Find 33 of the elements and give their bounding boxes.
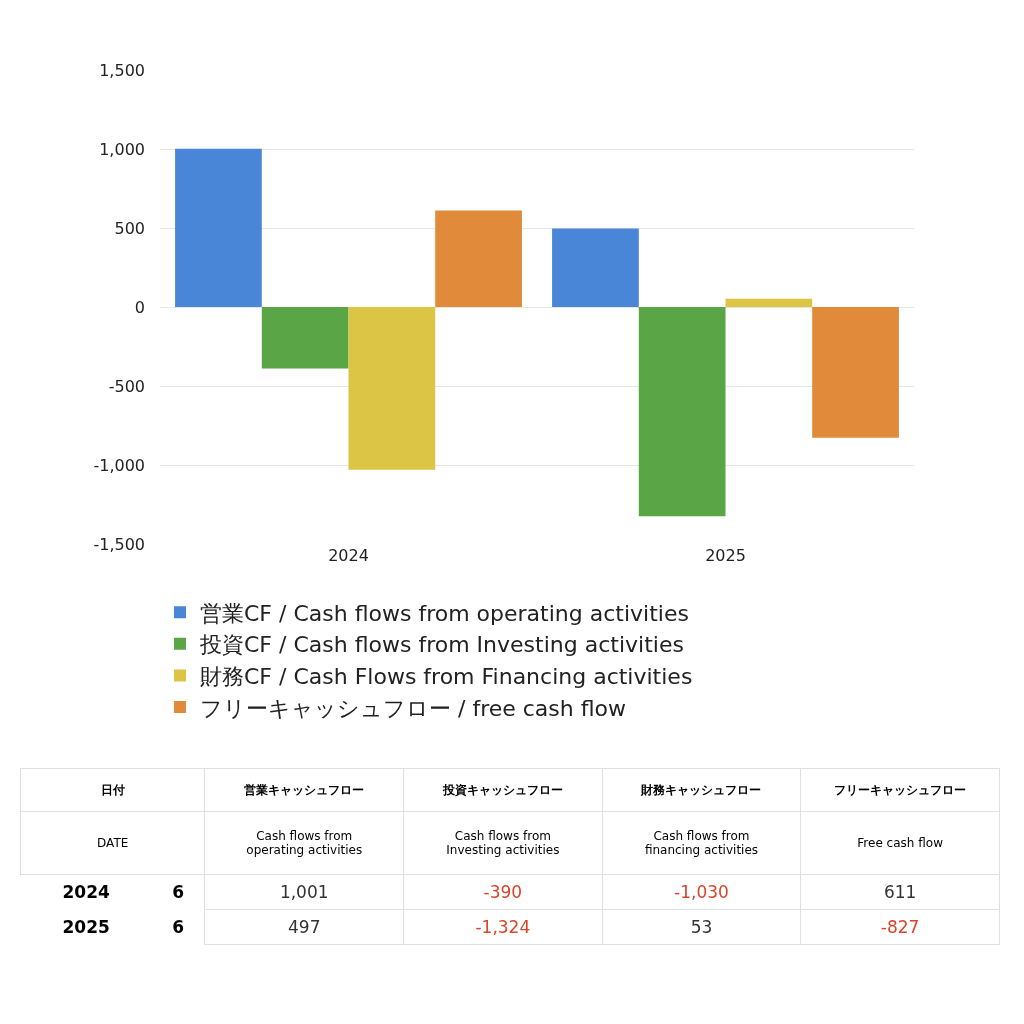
- text: Free cash flow: [856, 836, 944, 850]
- text: 営業キャッシュフロー: [204, 768, 404, 812]
- text: 投資キャッシュフロー: [403, 768, 603, 812]
- y-tick-label: 0: [134, 297, 145, 317]
- legend-label: 営業CF / Cash flows from operating activities: [200, 600, 689, 626]
- text: 6: [151, 909, 205, 945]
- text: -1,324: [403, 909, 603, 945]
- text: Cash flows from financing activities: [643, 829, 760, 857]
- legend-label: 財務CF / Cash Flows from Financing activities: [200, 663, 693, 689]
- text: 611: [800, 874, 1000, 910]
- y-tick-label: 1,000: [99, 139, 145, 159]
- text: 497: [204, 909, 404, 945]
- text: 日付: [20, 768, 205, 812]
- text: 53: [602, 909, 801, 945]
- y-tick-label: -1,500: [93, 534, 145, 554]
- legend-label: 投資CF / Cash flows from Investing activities: [199, 632, 684, 658]
- text: Cash flows from operating activities: [245, 829, 364, 857]
- text: Cash flows from Investing activities: [445, 829, 561, 857]
- legend-label: フリーキャッシュフロー / free cash flow: [200, 695, 627, 721]
- text: -1,030: [602, 874, 801, 910]
- category-label: 2024: [62, 882, 110, 903]
- text: -390: [403, 874, 603, 910]
- y-tick-label: 1,500: [99, 60, 145, 80]
- text: 1,001: [204, 874, 404, 910]
- text: 6: [151, 874, 205, 910]
- text: 財務キャッシュフロー: [602, 768, 801, 812]
- y-tick-label: 500: [114, 218, 145, 238]
- text: フリーキャッシュフロー: [800, 768, 1000, 812]
- y-tick-label: -500: [108, 376, 145, 396]
- text: DATE: [20, 811, 205, 875]
- text: -827: [800, 909, 1000, 945]
- y-tick-label: -1,000: [93, 455, 145, 475]
- category-label: 2025: [62, 917, 110, 937]
